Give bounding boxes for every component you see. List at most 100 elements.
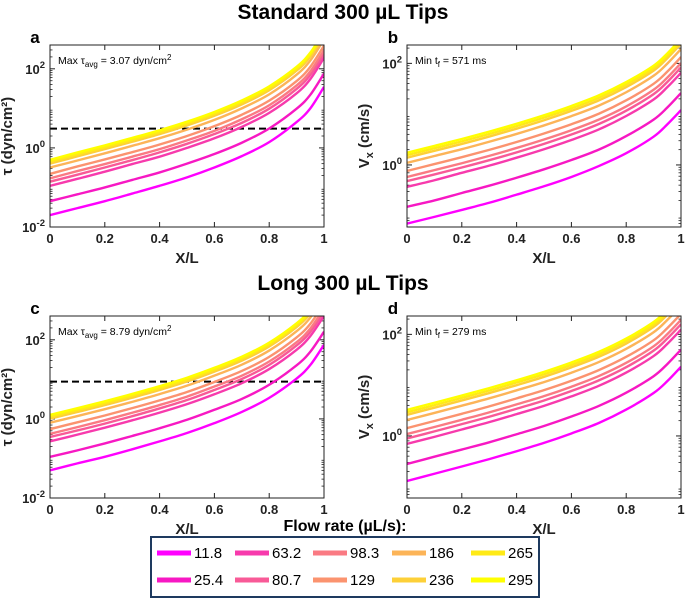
x-tick-label: 0	[46, 502, 53, 517]
series-line-11.8	[50, 344, 324, 472]
y-axis-label: Vx (cm/s)	[356, 375, 376, 440]
y-tick-label: 102	[25, 60, 45, 77]
series-line-63.2	[50, 57, 324, 187]
series-group	[407, 45, 681, 225]
legend: Flow rate (µL/s): 11.8 63.2 98.3 186 265 25.4…	[150, 518, 540, 598]
legend-label-186: 186	[429, 545, 454, 562]
y-tick-mantissa: 10	[25, 62, 39, 77]
annotation-sub: avg	[85, 60, 98, 69]
y-tick-mantissa: 10	[22, 491, 36, 506]
y-axis-label: τ (dyn/cm²)	[0, 97, 16, 175]
x-tick-label: 0.6	[205, 231, 223, 246]
y-tick-mantissa: 10	[25, 412, 39, 427]
y-tick-label: 10-2	[22, 489, 45, 506]
annotation-mid: = 571 ms	[440, 55, 486, 67]
x-tick-label: 1	[677, 502, 684, 517]
x-tick-label: 0.8	[617, 502, 635, 517]
y-tick-label: 100	[25, 410, 45, 427]
y-tick-mantissa: 10	[382, 158, 396, 173]
series-line-25.4	[50, 331, 324, 458]
y-label-rest: (cm/s)	[356, 375, 373, 423]
y-tick-label: 100	[382, 427, 402, 444]
x-axis-label: X/L	[532, 521, 555, 538]
y-label-main: V	[356, 429, 373, 439]
y-tick-exponent: -2	[37, 218, 45, 229]
legend-label-98.3: 98.3	[350, 545, 379, 562]
annotation-sup: 2	[167, 324, 172, 333]
legend-label-25.4: 25.4	[194, 572, 223, 589]
series-line-265	[407, 316, 666, 414]
y-tick-exponent: 2	[40, 60, 45, 71]
series-group	[407, 316, 681, 483]
series-line-80.7	[407, 66, 681, 183]
y-label-sub: x	[364, 422, 376, 429]
x-tick-label: 0	[403, 231, 410, 246]
y-label-rest: (cm/s)	[356, 104, 373, 152]
series-line-63.2	[50, 316, 324, 443]
y-tick-mantissa: 10	[382, 429, 396, 444]
series-line-295	[407, 316, 663, 411]
series-line-63.2	[407, 328, 681, 445]
series-line-129	[50, 316, 318, 431]
series-line-80.7	[407, 323, 681, 440]
x-tick-label: 0.2	[96, 502, 114, 517]
legend-label-11.8: 11.8	[194, 545, 222, 562]
series-line-129	[50, 45, 324, 176]
series-group	[50, 316, 324, 472]
legend-label-295: 295	[508, 572, 533, 589]
series-line-186	[407, 48, 681, 165]
series-line-186	[407, 316, 673, 422]
series-line-295	[407, 45, 677, 154]
annotation-text: Min tf = 279 ms	[415, 326, 486, 340]
x-tick-label: 0.6	[562, 231, 580, 246]
annotation-pre: Min t	[415, 55, 438, 67]
series-line-265	[407, 45, 680, 157]
x-tick-label: 0.6	[205, 502, 223, 517]
series-group	[50, 45, 324, 217]
x-tick-label: 0.4	[508, 502, 527, 517]
y-tick-exponent: 0	[40, 139, 45, 150]
x-tick-label: 0.4	[508, 231, 527, 246]
annotation-text: Min tf = 571 ms	[415, 55, 486, 69]
legend-label-80.7: 80.7	[272, 572, 301, 589]
section-title-long: Long 300 µL Tips	[257, 272, 428, 295]
series-line-98.3	[50, 49, 324, 180]
series-line-265	[50, 45, 319, 163]
x-axis-label: X/L	[175, 521, 198, 538]
y-axis-label: τ (dyn/cm²)	[0, 368, 16, 446]
annotation-sub: f	[438, 60, 441, 69]
y-tick-label: 102	[382, 54, 402, 71]
panel-letter: b	[388, 28, 398, 47]
y-tick-label: 10-2	[22, 218, 45, 235]
y-tick-mantissa: 10	[25, 333, 39, 348]
y-tick-label: 100	[382, 156, 402, 173]
y-tick-exponent: 0	[397, 156, 402, 167]
annotation-mid: = 279 ms	[440, 326, 486, 338]
axes-frame	[49, 315, 325, 499]
x-tick-label: 0.2	[453, 231, 471, 246]
series-line-265	[50, 316, 309, 418]
panel-letter: c	[30, 299, 39, 318]
annotation-pre: Max τ	[58, 55, 86, 67]
annotation-sub: avg	[85, 331, 98, 340]
y-tick-exponent: 0	[397, 427, 402, 438]
legend-box	[150, 536, 540, 598]
x-tick-label: 0.8	[617, 231, 635, 246]
series-line-98.3	[50, 316, 321, 435]
x-tick-label: 0	[403, 502, 410, 517]
x-tick-label: 0.4	[151, 231, 170, 246]
legend-label-236: 236	[429, 572, 454, 589]
section-title-standard: Standard 300 µL Tips	[238, 1, 449, 24]
y-tick-mantissa: 10	[382, 327, 396, 342]
x-tick-label: 0.6	[562, 502, 580, 517]
x-tick-label: 0.2	[453, 502, 471, 517]
legend-title: Flow rate (µL/s):	[284, 518, 407, 535]
series-line-236	[407, 316, 668, 416]
series-line-25.4	[407, 348, 681, 466]
series-line-63.2	[407, 72, 681, 189]
